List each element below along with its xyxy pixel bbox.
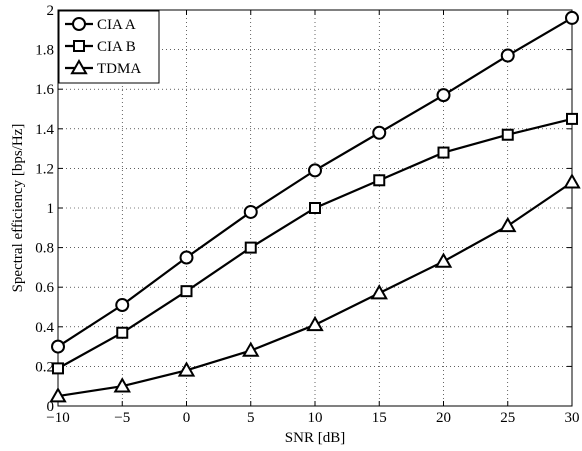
data-point	[115, 298, 130, 313]
data-point	[501, 128, 514, 141]
y-axis-label: Spectral efficiency [bps/Hz]	[10, 124, 26, 293]
y-tick-label: 0.6	[35, 280, 54, 296]
data-point	[177, 361, 196, 377]
data-point	[244, 241, 257, 254]
y-tick-label: 1	[47, 201, 55, 217]
y-tick-label: 1.6	[35, 82, 54, 98]
legend-marker-triangle	[70, 58, 88, 75]
data-point	[500, 48, 515, 63]
x-tick-label: 30	[565, 410, 580, 426]
data-point	[243, 204, 258, 219]
y-tick-label: 1.4	[35, 122, 54, 138]
legend-item: CIA B	[65, 39, 136, 55]
legend-marker-circle	[72, 17, 86, 31]
data-point	[436, 88, 451, 103]
y-tick-label: 0.2	[35, 359, 54, 375]
data-point	[180, 285, 193, 298]
x-tick-label: −10	[46, 410, 69, 426]
x-axis-label: SNR [dB]	[285, 430, 345, 446]
y-tick-label: 1.8	[35, 43, 54, 59]
series-square	[52, 112, 578, 375]
data-point	[370, 284, 388, 300]
legend-marker-square	[73, 40, 85, 52]
data-point	[51, 339, 65, 354]
series-triangle	[49, 173, 581, 403]
legend-label: TDMA	[97, 61, 141, 77]
data-point	[116, 326, 129, 339]
data-point	[179, 250, 194, 265]
legend: CIA A CIA B TDMA	[58, 10, 160, 84]
data-point	[499, 216, 517, 233]
x-tick-label: 20	[436, 410, 451, 426]
x-tick-label: 25	[500, 410, 515, 426]
data-point	[566, 112, 578, 125]
legend-label: CIA A	[97, 17, 136, 33]
data-point	[52, 362, 64, 375]
legend-item: TDMA	[65, 58, 141, 77]
y-tick-label: 0.4	[35, 320, 54, 336]
data-point	[49, 387, 67, 403]
legend-label: CIA B	[97, 39, 136, 55]
y-tick-label: 2	[47, 3, 55, 19]
x-tick-label: 10	[308, 410, 323, 426]
x-tick-label: 5	[247, 410, 255, 426]
legend-item: CIA A	[65, 17, 136, 33]
data-point	[437, 146, 450, 159]
x-tick-label: 15	[372, 410, 387, 426]
data-point	[308, 163, 322, 178]
data-point	[242, 341, 260, 357]
data-point	[565, 10, 579, 25]
series-circle	[51, 10, 579, 354]
x-tick-label: 0	[183, 410, 191, 426]
series-layer	[49, 10, 581, 403]
y-tick-label: 0.8	[35, 241, 54, 257]
axes: −10 −5 0 5 10 15 20 25 30 0 0.2 0.4 0.6 0.8 1 1.2 1.4 1.6…	[35, 3, 579, 426]
y-tick-label: 1.2	[35, 161, 54, 177]
data-point	[373, 174, 386, 187]
x-tick-label: −5	[114, 410, 130, 426]
data-point	[309, 202, 321, 214]
y-tick-label: 0	[47, 399, 55, 415]
data-point	[434, 252, 453, 268]
data-point	[306, 315, 324, 332]
data-point	[563, 173, 581, 189]
data-point	[113, 377, 131, 393]
data-point	[372, 125, 387, 140]
